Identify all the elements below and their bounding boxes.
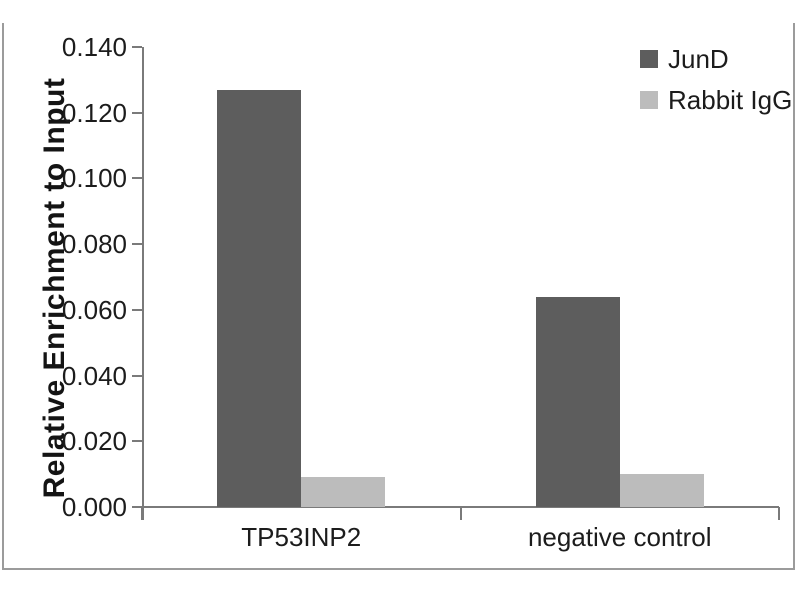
y-axis-tick-label: 0.060 [61, 294, 127, 325]
y-axis-tick-label: 0.000 [61, 492, 127, 522]
y-axis-tick [132, 46, 142, 48]
category-label-tp53inp2: TP53INP2 [241, 522, 362, 552]
y-axis-tick-label: 0.080 [61, 229, 127, 260]
x-axis-tick [141, 507, 143, 520]
legend-label: Rabbit IgG [668, 84, 793, 115]
legend-swatch-icon [640, 91, 658, 109]
x-axis-tick [778, 507, 780, 520]
y-axis-tick [132, 374, 142, 377]
y-axis-tick-label: 0.100 [61, 163, 127, 194]
bar-jund-tp53inp2 [217, 89, 302, 507]
y-axis-tick-label: 0.120 [61, 97, 127, 128]
y-axis-line [142, 47, 144, 520]
y-axis-tick [132, 177, 142, 180]
legend-item-jund: JunD [640, 44, 792, 74]
y-axis-tick [132, 506, 142, 508]
bar-jund-negative-control [535, 296, 620, 507]
y-axis-tick-label: 0.140 [61, 32, 127, 62]
y-axis-tick-label: 0.040 [61, 360, 127, 391]
y-axis-tick [132, 440, 142, 443]
y-axis-tick-label: 0.020 [61, 426, 127, 457]
y-axis-tick [132, 308, 142, 311]
y-axis-tick [132, 111, 142, 114]
bar-rabbit-igg-negative-control [619, 474, 704, 507]
legend-label: JunD [668, 43, 729, 74]
y-axis-tick [132, 243, 142, 246]
figure-border [2, 23, 795, 570]
bar-rabbit-igg-tp53inp2 [301, 477, 386, 507]
legend: JunD Rabbit IgG [640, 44, 792, 126]
x-axis-tick [459, 507, 462, 520]
category-label-negative-control: negative control [527, 522, 712, 552]
legend-swatch-icon [640, 50, 658, 68]
legend-item-rabbit-igg: Rabbit IgG [640, 85, 792, 115]
